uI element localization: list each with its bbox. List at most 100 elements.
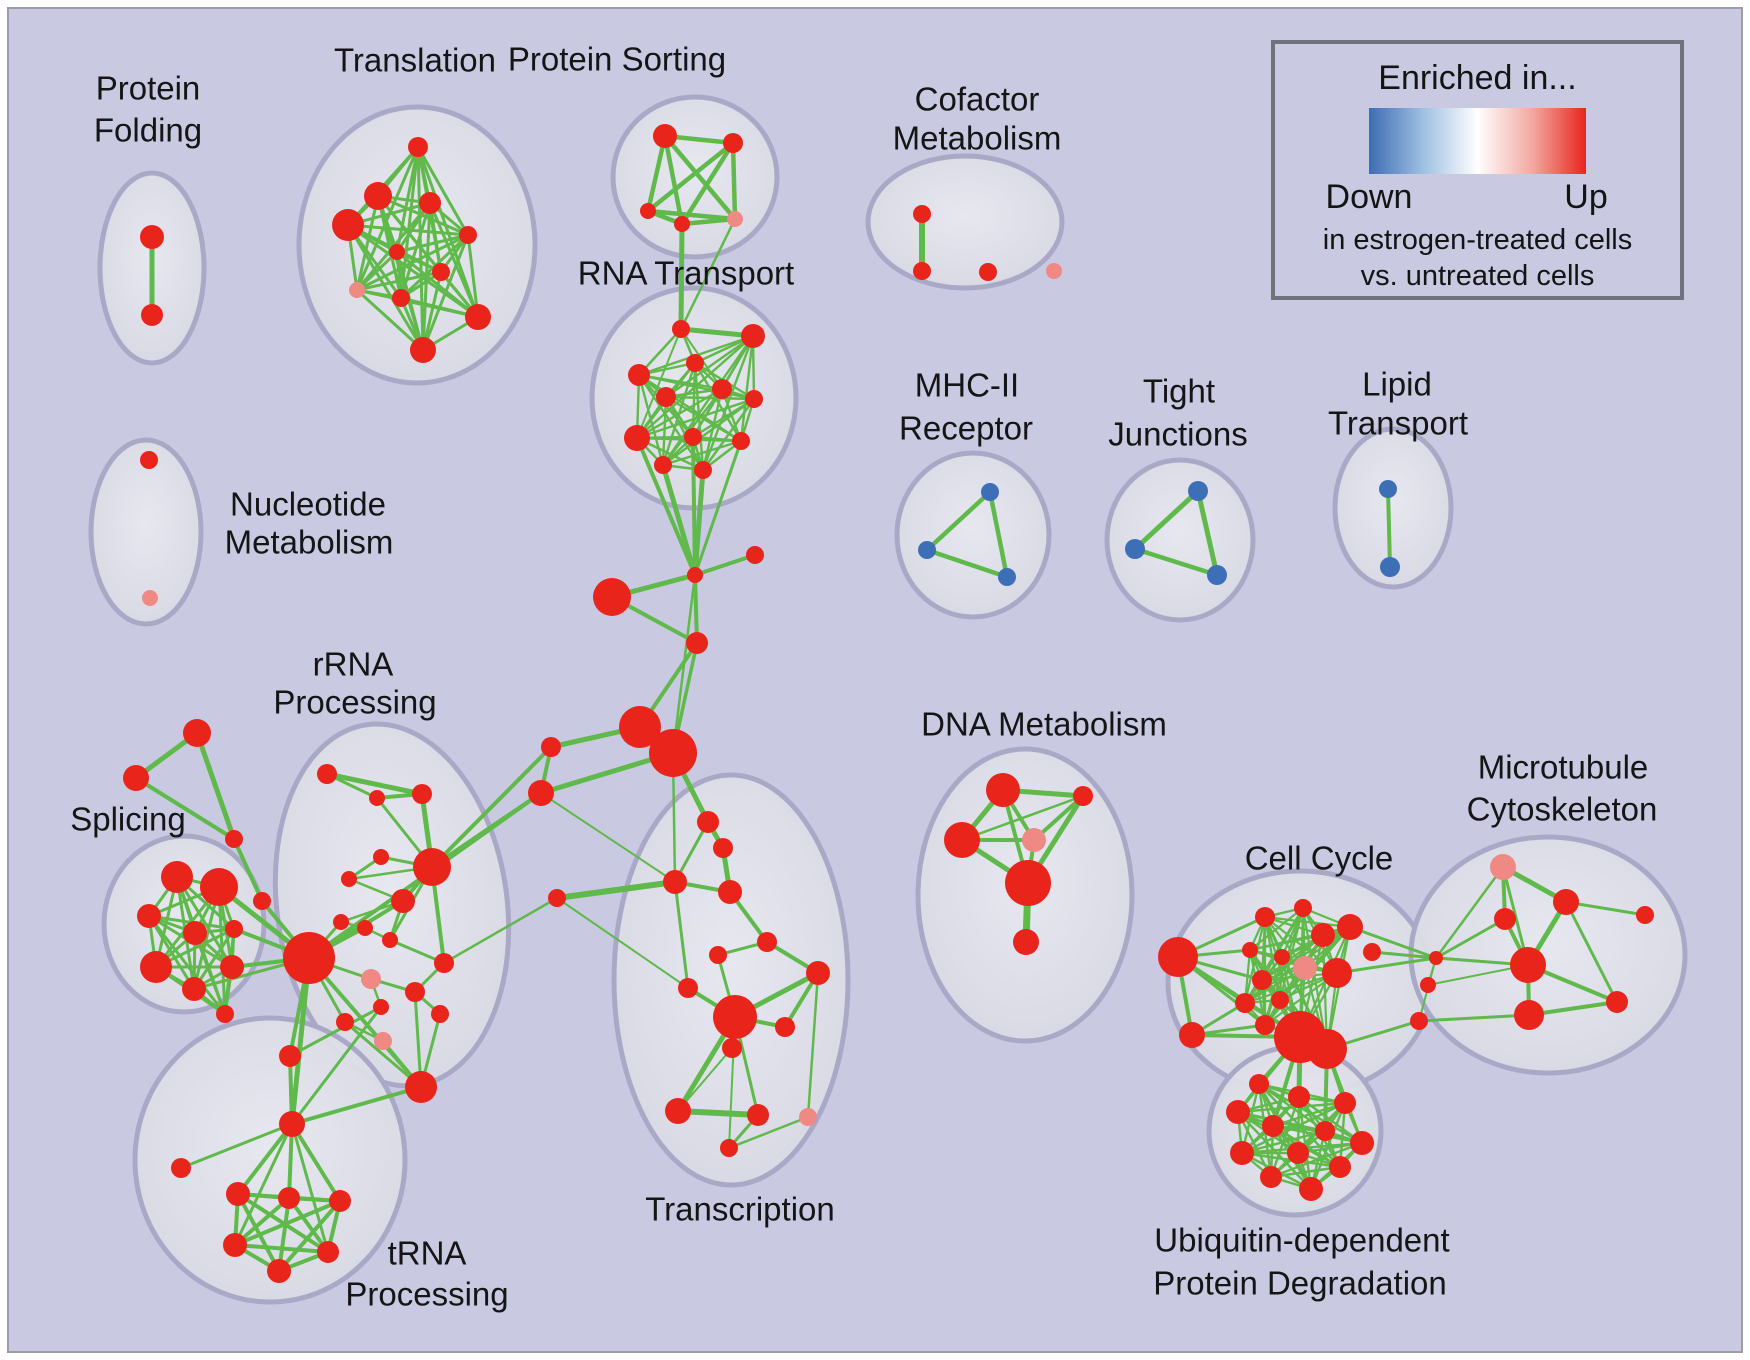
node-ch1[interactable] <box>541 737 561 757</box>
node-rt11[interactable] <box>654 456 672 474</box>
node-ps4[interactable] <box>674 216 690 232</box>
node-tn3[interactable] <box>663 870 687 894</box>
node-sp3[interactable] <box>137 904 161 928</box>
node-cf2[interactable] <box>913 262 931 280</box>
node-rr13[interactable] <box>434 953 454 973</box>
node-cch2[interactable] <box>1307 1029 1347 1069</box>
node-rt8[interactable] <box>624 425 650 451</box>
node-tri3[interactable] <box>225 830 243 848</box>
node-cf4[interactable] <box>1046 263 1062 279</box>
node-cc7[interactable] <box>1242 942 1258 958</box>
node-rt5[interactable] <box>656 387 676 407</box>
node-ps1[interactable] <box>653 124 677 148</box>
node-ps5[interactable] <box>727 211 743 227</box>
node-rr17[interactable] <box>336 1013 354 1031</box>
node-tr4[interactable] <box>223 1233 247 1257</box>
node-tr2[interactable] <box>278 1187 300 1209</box>
node-mt3[interactable] <box>1494 908 1516 930</box>
node-u6[interactable] <box>1315 1121 1335 1141</box>
node-ps3[interactable] <box>640 203 656 219</box>
node-rt4[interactable] <box>628 364 650 386</box>
node-rt9[interactable] <box>684 428 702 446</box>
node-rr19[interactable] <box>405 1071 437 1103</box>
node-sp4[interactable] <box>183 921 207 945</box>
node-cc16[interactable] <box>1410 1012 1428 1030</box>
node-cc14[interactable] <box>1255 1015 1275 1035</box>
node-rt1[interactable] <box>672 320 690 338</box>
node-l2[interactable] <box>1380 557 1400 577</box>
node-tj2[interactable] <box>1125 539 1145 559</box>
node-rr4[interactable] <box>373 849 389 865</box>
node-tn14[interactable] <box>720 1139 738 1157</box>
node-rr12[interactable] <box>405 982 425 1002</box>
node-tr5[interactable] <box>317 1241 339 1263</box>
node-sp1[interactable] <box>161 861 193 893</box>
node-cc12[interactable] <box>1235 993 1255 1013</box>
node-rr1[interactable] <box>317 764 337 784</box>
node-u5[interactable] <box>1262 1115 1284 1137</box>
node-tri1[interactable] <box>183 719 211 747</box>
node-tbh[interactable] <box>713 995 757 1039</box>
node-tn8[interactable] <box>678 978 698 998</box>
node-cc6[interactable] <box>1337 914 1363 940</box>
node-cc17[interactable] <box>1420 977 1436 993</box>
node-cc4[interactable] <box>1294 899 1312 917</box>
node-rt7[interactable] <box>745 390 763 408</box>
node-cc5[interactable] <box>1311 923 1335 947</box>
node-dm3[interactable] <box>944 822 980 858</box>
node-mt2[interactable] <box>1553 889 1579 915</box>
node-tl6[interactable] <box>389 244 405 260</box>
node-trj[interactable] <box>279 1111 305 1137</box>
node-u1[interactable] <box>1249 1074 1269 1094</box>
node-tn13[interactable] <box>799 1108 817 1126</box>
node-tj1[interactable] <box>1188 481 1208 501</box>
node-dm4[interactable] <box>1022 828 1046 852</box>
node-mt1[interactable] <box>1490 854 1516 880</box>
node-jr[interactable] <box>746 546 764 564</box>
node-mt6[interactable] <box>1606 991 1628 1013</box>
node-u4[interactable] <box>1226 1100 1250 1124</box>
node-cc13[interactable] <box>1271 991 1289 1009</box>
node-n2[interactable] <box>142 590 158 606</box>
node-tn7[interactable] <box>806 961 830 985</box>
node-rt12[interactable] <box>694 461 712 479</box>
node-sp9[interactable] <box>216 1005 234 1023</box>
node-cc15[interactable] <box>1363 943 1381 961</box>
node-tri2[interactable] <box>123 765 149 791</box>
node-ps2[interactable] <box>723 133 743 153</box>
node-rr11[interactable] <box>361 969 381 989</box>
node-cc2[interactable] <box>1179 1022 1205 1048</box>
node-cc8[interactable] <box>1274 949 1290 965</box>
node-l1[interactable] <box>1379 480 1397 498</box>
node-ch3[interactable] <box>548 889 566 907</box>
node-rr18[interactable] <box>374 1032 392 1050</box>
node-n1[interactable] <box>140 451 158 469</box>
node-pf1[interactable] <box>140 225 164 249</box>
node-u12[interactable] <box>1299 1177 1323 1201</box>
node-sp7[interactable] <box>220 955 244 979</box>
node-tl8[interactable] <box>349 282 365 298</box>
node-u7[interactable] <box>1350 1131 1374 1155</box>
node-BH2[interactable] <box>649 729 697 777</box>
node-rt3[interactable] <box>686 354 704 372</box>
node-u8[interactable] <box>1230 1141 1254 1165</box>
node-rr8[interactable] <box>333 914 349 930</box>
node-u10[interactable] <box>1329 1156 1351 1178</box>
node-rr15[interactable] <box>431 1005 449 1023</box>
node-mt4[interactable] <box>1510 947 1546 983</box>
node-dm2[interactable] <box>1073 786 1093 806</box>
node-rt2[interactable] <box>741 324 765 348</box>
node-mt8[interactable] <box>1636 906 1654 924</box>
node-tn10[interactable] <box>775 1017 795 1037</box>
node-rr3[interactable] <box>412 784 432 804</box>
node-sp6[interactable] <box>140 951 172 983</box>
node-tl1[interactable] <box>408 137 428 157</box>
node-hub1[interactable] <box>283 932 335 984</box>
node-u11[interactable] <box>1260 1166 1282 1188</box>
node-cf3[interactable] <box>979 263 997 281</box>
node-tr6[interactable] <box>267 1259 291 1283</box>
node-mt5[interactable] <box>1514 1000 1544 1030</box>
node-rr2[interactable] <box>369 790 385 806</box>
node-u9[interactable] <box>1287 1142 1309 1164</box>
node-tj3[interactable] <box>1207 565 1227 585</box>
